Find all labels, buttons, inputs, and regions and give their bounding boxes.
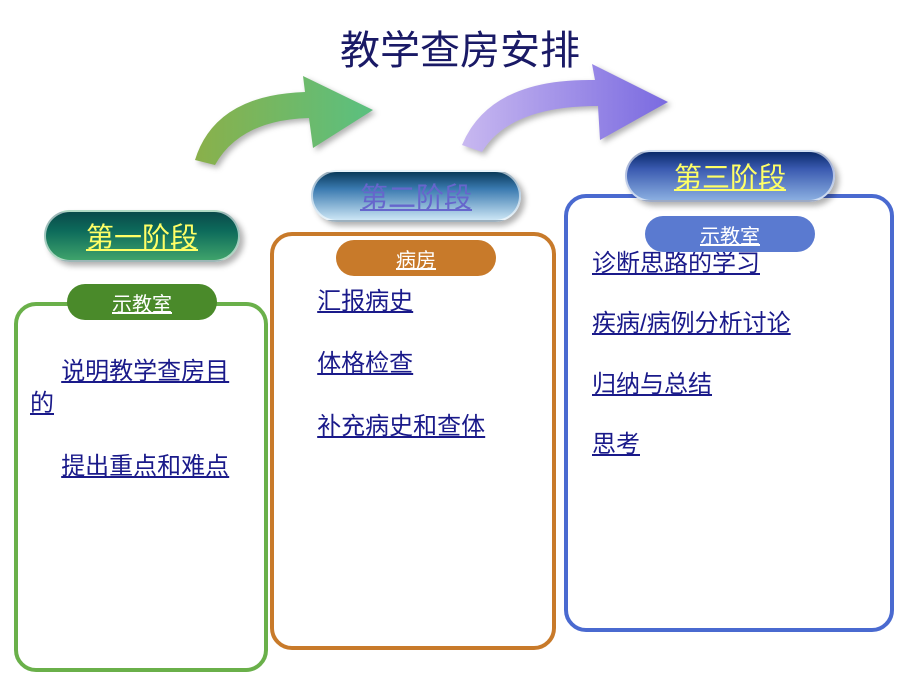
stage-1-box: 说明教学查房目的 提出重点和难点 [14,302,268,672]
stage-1-subpill: 示教室 [67,284,217,320]
stage-3-box: 诊断思路的学习 疾病/病例分析讨论 归纳与总结 思考 [564,194,894,632]
stage-2-pill: 第二阶段 [311,170,521,222]
stage-2-item: 体格检查 [286,348,540,380]
stage-3-item: 诊断思路的学习 [580,248,878,280]
stage-2-item: 汇报病史 [286,286,540,318]
stage-3-item: 思考 [580,429,878,461]
stage-2: 第二阶段 汇报病史 体格检查 补充病史和查体 病房 [266,170,566,680]
stage-3-subpill: 示教室 [645,216,815,252]
stage-1-pill: 第一阶段 [44,210,240,262]
stages-row: 第一阶段 说明教学查房目的 提出重点和难点 示教室 第二阶段 汇报病史 体格检查… [12,150,908,680]
stage-1: 第一阶段 说明教学查房目的 提出重点和难点 示教室 [12,210,272,680]
stage-2-subpill: 病房 [336,240,496,276]
stage-3-item: 归纳与总结 [580,369,878,401]
stage-3: 第三阶段 诊断思路的学习 疾病/病例分析讨论 归纳与总结 思考 示教室 [560,150,900,680]
stage-3-pill: 第三阶段 [625,150,835,202]
stage-2-box: 汇报病史 体格检查 补充病史和查体 [270,232,556,650]
stage-2-item: 补充病史和查体 [286,411,540,443]
stage-3-item: 疾病/病例分析讨论 [580,308,878,340]
stage-1-item: 提出重点和难点 [30,451,252,483]
stage-1-item: 说明教学查房目的 [30,356,252,421]
